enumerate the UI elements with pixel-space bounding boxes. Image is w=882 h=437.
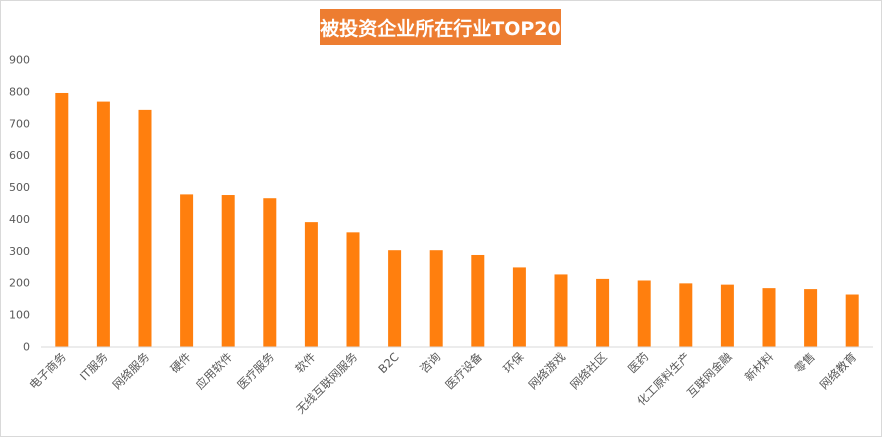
x-tick-label: 互联网金融 [684, 349, 735, 400]
x-tick-label: 电子商务 [26, 349, 69, 392]
x-tick-label: 网络教育 [817, 350, 859, 392]
y-tick-label: 200 [9, 277, 30, 290]
y-axis-ticks: 0 100 200 300 400 500 600 700 800 900 [9, 54, 30, 354]
x-tick-label: B2C [375, 350, 401, 376]
y-tick-label: 300 [9, 245, 30, 258]
bar [346, 232, 360, 347]
bar [471, 254, 485, 347]
x-tick-label: 硬件 [168, 350, 194, 376]
y-tick-label: 900 [9, 54, 30, 67]
y-tick-label: 700 [9, 117, 30, 130]
bar [679, 283, 693, 347]
x-tick-label: 网络社区 [567, 350, 609, 392]
x-tick-label: 环保 [500, 349, 527, 376]
x-tick-label: 网络服务 [110, 349, 153, 392]
x-tick-label: 应用软件 [193, 350, 235, 392]
chart-title: 被投资企业所在行业TOP20 [320, 17, 561, 40]
bar [304, 222, 318, 347]
y-tick-label: 0 [23, 341, 30, 354]
x-tick-label: 医疗服务 [234, 349, 277, 392]
bar [429, 250, 443, 347]
bar [96, 101, 110, 347]
bar [221, 195, 235, 347]
x-tick-label: 网络游戏 [526, 349, 569, 392]
y-tick-label: 800 [9, 85, 30, 98]
bar [596, 278, 610, 347]
x-tick-label: 软件 [292, 350, 318, 376]
chart-title-box: 被投资企业所在行业TOP20 [320, 9, 561, 45]
bar [804, 289, 818, 347]
x-tick-label: 新材料 [742, 349, 777, 384]
bar [138, 109, 152, 347]
bar [55, 92, 69, 347]
bar [554, 274, 568, 347]
y-tick-label: 400 [9, 213, 30, 226]
x-tick-label: 医疗设备 [442, 349, 485, 392]
x-tick-label: 咨询 [417, 350, 443, 376]
x-tick-label: 医药 [625, 350, 651, 376]
y-tick-label: 600 [9, 149, 30, 162]
bar [180, 194, 194, 347]
y-tick-label: 500 [9, 181, 30, 194]
bars [55, 92, 859, 347]
x-tick-label: 零售 [792, 350, 818, 376]
x-tick-label: IT服务 [77, 349, 111, 383]
bar [637, 280, 651, 347]
bar [388, 250, 402, 347]
bar [720, 284, 734, 347]
bar [263, 198, 277, 347]
bar [845, 294, 859, 347]
y-tick-label: 100 [9, 309, 30, 322]
bar [762, 288, 776, 347]
bar [512, 267, 526, 347]
